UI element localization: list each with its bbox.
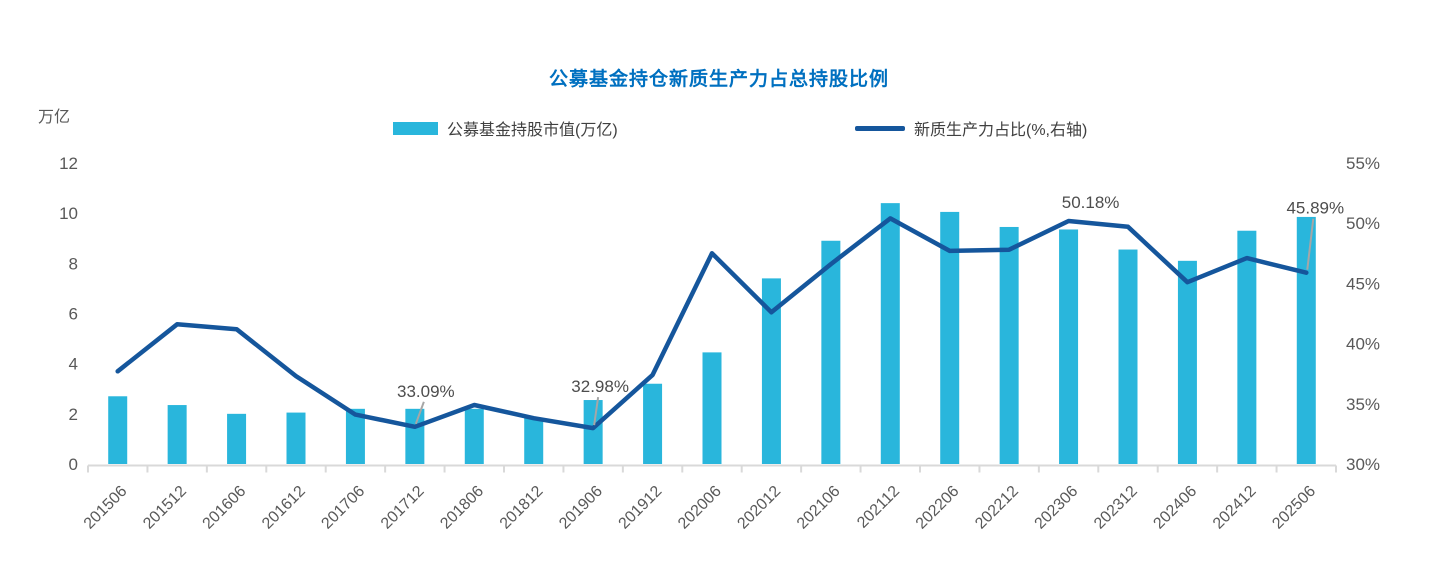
left-axis-unit-label: 万亿 xyxy=(38,109,71,126)
right-axis-tick-label: 30% xyxy=(1346,455,1380,474)
left-axis-tick-label: 8 xyxy=(69,254,78,273)
x-axis-category-label: 202406 xyxy=(1150,483,1200,533)
annotation-label-202506: 45.89% xyxy=(1286,199,1344,218)
x-axis-category-label: 201506 xyxy=(81,483,131,533)
line-series-swatch-icon xyxy=(855,125,905,131)
x-axis-category-label: 201606 xyxy=(200,483,250,533)
annotation-label-202306: 50.18% xyxy=(1062,193,1120,212)
legend-bar-label: 公募基金持股市值(万亿) xyxy=(447,122,618,139)
x-axis-category-label: 201806 xyxy=(437,483,487,533)
bar-201906 xyxy=(583,400,603,464)
x-axis-category-label: 201712 xyxy=(378,483,428,533)
bar-202306 xyxy=(1059,229,1079,464)
annotation-leader-line xyxy=(414,401,425,425)
bar-202506 xyxy=(1296,216,1316,464)
left-axis-tick-label: 4 xyxy=(69,355,78,374)
x-axis-category-label: 202212 xyxy=(972,483,1022,533)
bar-202112 xyxy=(880,203,900,464)
x-axis-category-label: 202412 xyxy=(1210,483,1260,533)
bar-201806 xyxy=(464,408,484,464)
legend-line-label: 新质生产力占比(%,右轴) xyxy=(914,122,1088,139)
bar-201712 xyxy=(405,408,425,464)
bar-202312 xyxy=(1118,249,1138,464)
x-axis-category-label: 202106 xyxy=(794,483,844,533)
right-axis-tick-label: 50% xyxy=(1346,214,1380,233)
x-axis-category-label: 202012 xyxy=(734,483,784,533)
legend-item-line-series: 新质生产力占比(%,右轴) xyxy=(855,116,1087,140)
bar-201512 xyxy=(167,405,187,464)
bar-201606 xyxy=(227,413,247,464)
bar-201812 xyxy=(524,417,544,464)
bar-201612 xyxy=(286,412,306,464)
right-axis-tick-label: 40% xyxy=(1346,335,1380,354)
legend-item-bar-series: 公募基金持股市值(万亿) xyxy=(393,116,618,140)
bar-202012 xyxy=(761,278,781,464)
bar-202206 xyxy=(940,211,960,464)
annotation-leader-line xyxy=(593,396,600,426)
x-axis-category-label: 202506 xyxy=(1269,483,1319,533)
bar-201912 xyxy=(643,383,663,464)
bar-201506 xyxy=(108,396,128,464)
x-axis-category-label: 201512 xyxy=(140,483,190,533)
bar-202212 xyxy=(999,226,1019,464)
right-axis-tick-label: 55% xyxy=(1346,154,1380,173)
x-axis-category-label: 202306 xyxy=(1032,483,1082,533)
x-axis-category-label: 201706 xyxy=(318,483,368,533)
annotation-label-201906: 32.98% xyxy=(571,377,629,396)
left-axis-tick-label: 0 xyxy=(69,455,78,474)
bar-202412 xyxy=(1237,230,1257,464)
right-axis-tick-label: 45% xyxy=(1346,274,1380,293)
x-axis-category-label: 201912 xyxy=(616,483,666,533)
left-axis-tick-label: 2 xyxy=(69,405,78,424)
x-axis-category-label: 201812 xyxy=(497,483,547,533)
x-axis-category-label: 202312 xyxy=(1091,483,1141,533)
x-axis-category-label: 202112 xyxy=(854,483,903,532)
x-axis-category-label: 201906 xyxy=(556,483,606,533)
left-axis-tick-label: 6 xyxy=(69,305,78,324)
annotation-label-201712: 33.09% xyxy=(397,382,455,401)
right-axis-tick-label: 35% xyxy=(1346,395,1380,414)
x-axis-category-label: 202006 xyxy=(675,483,725,533)
bar-201706 xyxy=(345,408,365,464)
x-axis-category-label: 201612 xyxy=(259,483,309,533)
chart-title: 公募基金持仓新质生产力占总持股比例 xyxy=(548,69,889,90)
x-axis-category-label: 202206 xyxy=(913,483,963,533)
bar-202406 xyxy=(1177,260,1197,464)
bar-series-swatch-icon xyxy=(393,121,438,135)
ratio-line xyxy=(115,216,1309,431)
left-axis-tick-label: 12 xyxy=(59,154,78,173)
bar-202106 xyxy=(821,240,841,464)
annotation-leader-line xyxy=(1306,218,1315,270)
bar-202006 xyxy=(702,352,722,464)
left-axis-tick-label: 10 xyxy=(59,204,78,223)
